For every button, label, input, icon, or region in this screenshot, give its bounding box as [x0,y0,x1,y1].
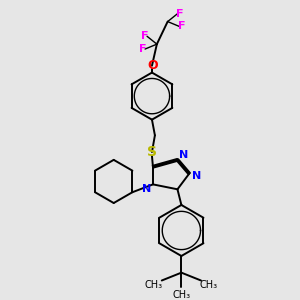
Text: F: F [141,31,149,41]
Text: CH₃: CH₃ [145,280,163,290]
Text: N: N [179,150,188,160]
Text: CH₃: CH₃ [200,280,218,290]
Text: N: N [193,171,202,181]
Text: N: N [142,184,152,194]
Text: O: O [148,59,158,72]
Text: F: F [176,9,183,19]
Text: S: S [147,145,157,159]
Text: F: F [178,22,185,32]
Text: CH₃: CH₃ [172,290,190,300]
Text: F: F [140,44,147,54]
